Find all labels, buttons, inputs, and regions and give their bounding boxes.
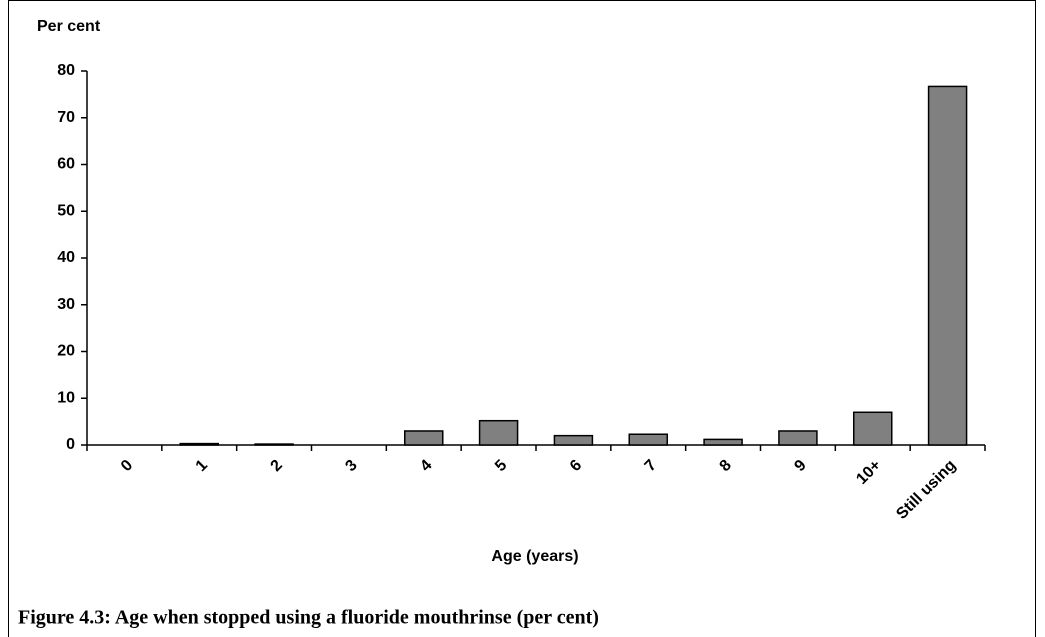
x-tick-label: 10+ — [853, 457, 884, 488]
bar — [853, 411, 893, 446]
bar — [254, 443, 294, 446]
bar — [404, 430, 444, 446]
bar — [179, 442, 219, 446]
x-tick-label: 4 — [417, 457, 435, 475]
y-tick-label: 10 — [57, 389, 75, 406]
y-tick-label: 40 — [57, 249, 75, 266]
x-tick-label: 9 — [791, 457, 809, 475]
x-tick-label: 0 — [118, 457, 136, 475]
bar — [553, 434, 594, 446]
x-tick-label: 8 — [717, 457, 735, 475]
x-tick-label: 6 — [567, 457, 585, 475]
bar — [478, 419, 519, 446]
bar — [778, 430, 818, 446]
bar — [703, 438, 743, 446]
bar — [628, 433, 668, 446]
y-tick-label: 70 — [57, 109, 75, 126]
y-tick-label: 20 — [57, 343, 75, 360]
y-tick-label: 80 — [57, 62, 75, 79]
bar — [927, 85, 968, 446]
x-axis-title: Age (years) — [491, 548, 578, 565]
y-tick-label: 50 — [57, 202, 75, 219]
x-tick-label: 1 — [193, 457, 211, 475]
x-tick-label: 7 — [642, 457, 660, 475]
x-tick-label: 5 — [492, 457, 510, 475]
y-tick-label: 60 — [57, 156, 75, 173]
frame — [8, 0, 1036, 637]
x-tick-label: 3 — [342, 457, 360, 475]
caption: Figure 4.3: Age when stopped using a flu… — [18, 607, 599, 629]
x-tick-label: 2 — [268, 457, 286, 475]
x-tick-label: Still using — [893, 457, 959, 523]
y-tick-label: 30 — [57, 296, 75, 313]
y-tick-label: 0 — [66, 436, 75, 453]
y-axis-title: Per cent — [37, 18, 101, 35]
